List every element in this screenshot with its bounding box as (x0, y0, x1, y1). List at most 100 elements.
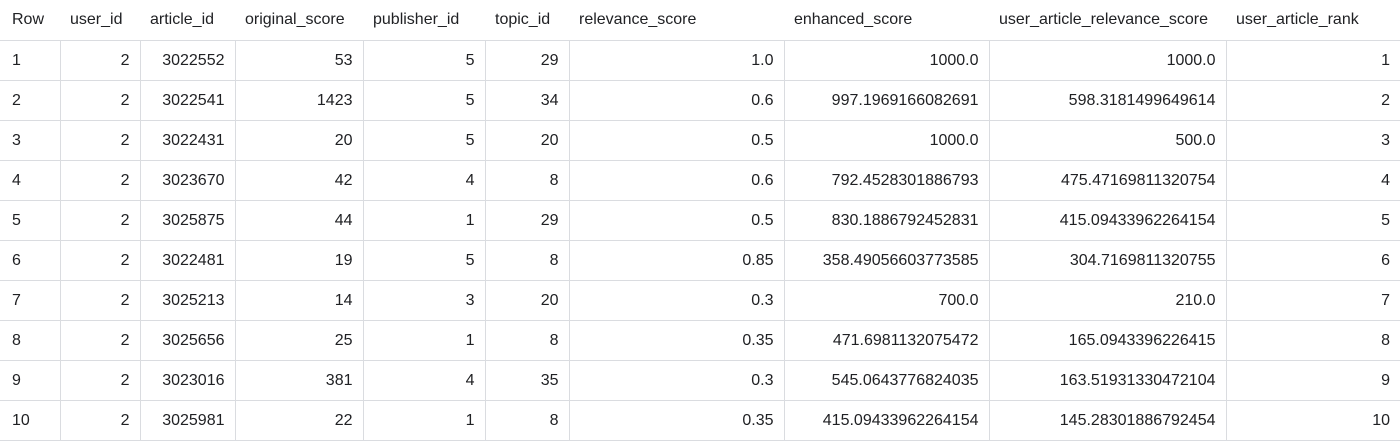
table-cell-user-id: 2 (59, 80, 141, 121)
table-row: 1 2 3022552 53 5 29 1.0 1000.0 1000.0 1 (0, 40, 1400, 81)
row-number-cell: 8 (0, 320, 61, 361)
table-cell-enhanced-score: 792.4528301886793 (783, 160, 990, 201)
table-cell-publisher-id: 1 (362, 400, 486, 441)
row-number-cell: 3 (0, 120, 61, 161)
table-cell-user-article-rank: 6 (1225, 240, 1400, 281)
table-cell-user-article-relevance-score: 598.3181499649614 (988, 80, 1227, 121)
table-row: 2 2 3022541 1423 5 34 0.6 997.1969166082691 598.… (0, 80, 1400, 121)
table-cell-original-score: 53 (234, 40, 364, 81)
table-cell-user-id: 2 (59, 40, 141, 81)
table-cell-user-id: 2 (59, 120, 141, 161)
table-cell-publisher-id: 1 (362, 200, 486, 241)
column-header-relevance-score[interactable]: relevance_score (569, 0, 784, 41)
table-cell-enhanced-score: 700.0 (783, 280, 990, 321)
column-header-article-id[interactable]: article_id (140, 0, 235, 41)
table-cell-publisher-id: 1 (362, 320, 486, 361)
row-number-cell: 5 (0, 200, 61, 241)
table-cell-enhanced-score: 545.0643776824035 (783, 360, 990, 401)
table-cell-original-score: 42 (234, 160, 364, 201)
table-cell-user-article-rank: 8 (1225, 320, 1400, 361)
table-cell-topic-id: 8 (484, 240, 570, 281)
table-cell-user-id: 2 (59, 280, 141, 321)
table-cell-topic-id: 8 (484, 320, 570, 361)
row-number-cell: 2 (0, 80, 61, 121)
column-header-original-score[interactable]: original_score (235, 0, 363, 41)
table-cell-article-id: 3025213 (139, 280, 236, 321)
row-number-cell: 10 (0, 400, 61, 441)
table-cell-article-id: 3022552 (139, 40, 236, 81)
table-cell-user-article-rank: 1 (1225, 40, 1400, 81)
column-header-publisher-id[interactable]: publisher_id (363, 0, 485, 41)
table-cell-original-score: 19 (234, 240, 364, 281)
table-cell-topic-id: 34 (484, 80, 570, 121)
table-row: 6 2 3022481 19 5 8 0.85 358.49056603773585 304.7… (0, 240, 1400, 281)
table-cell-user-article-relevance-score: 145.28301886792454 (988, 400, 1227, 441)
table-cell-user-article-rank: 7 (1225, 280, 1400, 321)
column-header-user-article-relevance-score[interactable]: user_article_relevance_score (989, 0, 1226, 41)
table-cell-user-article-relevance-score: 163.51931330472104 (988, 360, 1227, 401)
table-cell-topic-id: 8 (484, 160, 570, 201)
table-cell-publisher-id: 5 (362, 120, 486, 161)
table-cell-user-article-rank: 4 (1225, 160, 1400, 201)
table-cell-publisher-id: 5 (362, 40, 486, 81)
table-cell-user-id: 2 (59, 360, 141, 401)
row-number-cell: 9 (0, 360, 61, 401)
table-cell-original-score: 381 (234, 360, 364, 401)
table-cell-original-score: 1423 (234, 80, 364, 121)
table-cell-user-article-relevance-score: 304.7169811320755 (988, 240, 1227, 281)
table-cell-publisher-id: 3 (362, 280, 486, 321)
column-header-user-article-rank[interactable]: user_article_rank (1226, 0, 1400, 41)
table-cell-user-article-relevance-score: 475.47169811320754 (988, 160, 1227, 201)
table-cell-user-article-rank: 3 (1225, 120, 1400, 161)
table-cell-relevance-score: 0.5 (568, 200, 785, 241)
row-number-cell: 1 (0, 40, 61, 81)
table-cell-relevance-score: 0.6 (568, 80, 785, 121)
table-cell-enhanced-score: 1000.0 (783, 120, 990, 161)
table-cell-topic-id: 20 (484, 280, 570, 321)
table-row: 7 2 3025213 14 3 20 0.3 700.0 210.0 7 (0, 280, 1400, 321)
table-row: 10 2 3025981 22 1 8 0.35 415.09433962264154 145.… (0, 400, 1400, 441)
table-cell-original-score: 14 (234, 280, 364, 321)
column-header-enhanced-score[interactable]: enhanced_score (784, 0, 989, 41)
table-cell-article-id: 3025875 (139, 200, 236, 241)
table-cell-user-article-relevance-score: 210.0 (988, 280, 1227, 321)
table-cell-enhanced-score: 1000.0 (783, 40, 990, 81)
table-cell-user-id: 2 (59, 160, 141, 201)
table-cell-user-id: 2 (59, 320, 141, 361)
table-cell-user-article-rank: 9 (1225, 360, 1400, 401)
table-cell-relevance-score: 0.85 (568, 240, 785, 281)
table-cell-user-article-rank: 2 (1225, 80, 1400, 121)
table-cell-article-id: 3022431 (139, 120, 236, 161)
table-cell-topic-id: 29 (484, 200, 570, 241)
table-cell-publisher-id: 4 (362, 360, 486, 401)
table-cell-user-id: 2 (59, 200, 141, 241)
row-number-cell: 7 (0, 280, 61, 321)
table-row: 8 2 3025656 25 1 8 0.35 471.6981132075472 165.09… (0, 320, 1400, 361)
table-cell-article-id: 3023670 (139, 160, 236, 201)
table-row: 9 2 3023016 381 4 35 0.3 545.0643776824035 163.5… (0, 360, 1400, 401)
table-cell-enhanced-score: 471.6981132075472 (783, 320, 990, 361)
table-cell-publisher-id: 5 (362, 240, 486, 281)
table-cell-relevance-score: 0.3 (568, 360, 785, 401)
table-cell-article-id: 3022541 (139, 80, 236, 121)
table-cell-article-id: 3023016 (139, 360, 236, 401)
table-cell-original-score: 22 (234, 400, 364, 441)
table-cell-user-article-relevance-score: 1000.0 (988, 40, 1227, 81)
table-cell-original-score: 25 (234, 320, 364, 361)
table-cell-relevance-score: 0.6 (568, 160, 785, 201)
header-row: Row user_id article_id original_score publis… (0, 0, 1400, 41)
column-header-user-id[interactable]: user_id (60, 0, 140, 41)
table-header: Row user_id article_id original_score publis… (0, 0, 1400, 41)
table-cell-publisher-id: 4 (362, 160, 486, 201)
table-row: 3 2 3022431 20 5 20 0.5 1000.0 500.0 3 (0, 120, 1400, 161)
table-cell-user-article-rank: 5 (1225, 200, 1400, 241)
table-cell-enhanced-score: 830.1886792452831 (783, 200, 990, 241)
column-header-topic-id[interactable]: topic_id (485, 0, 569, 41)
table-cell-relevance-score: 0.35 (568, 400, 785, 441)
table-cell-article-id: 3025981 (139, 400, 236, 441)
table-cell-relevance-score: 0.3 (568, 280, 785, 321)
table-cell-user-article-rank: 10 (1225, 400, 1400, 441)
table-cell-enhanced-score: 358.49056603773585 (783, 240, 990, 281)
table-cell-topic-id: 29 (484, 40, 570, 81)
